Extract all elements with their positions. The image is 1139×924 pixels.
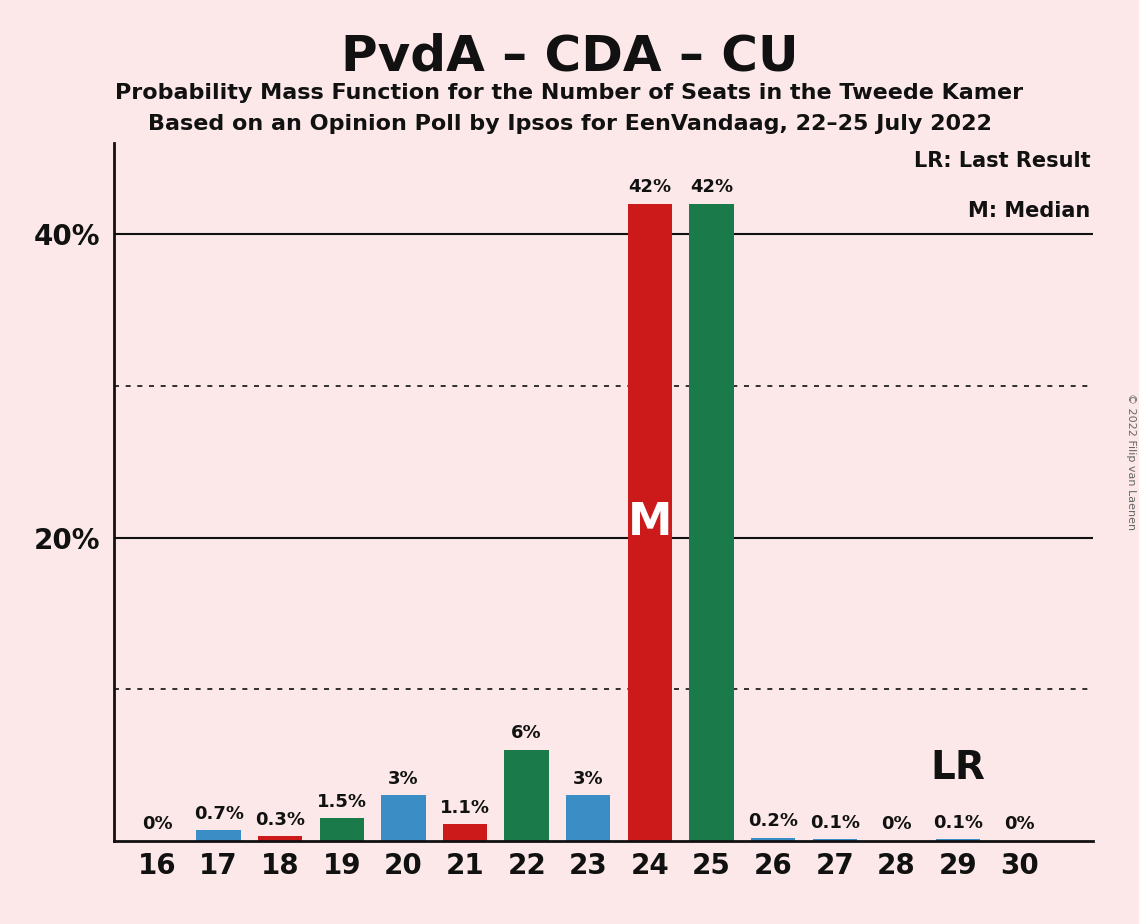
Bar xyxy=(566,796,611,841)
Text: 0.7%: 0.7% xyxy=(194,805,244,822)
Text: 0.3%: 0.3% xyxy=(255,810,305,829)
Text: Based on an Opinion Poll by Ipsos for EenVandaag, 22–25 July 2022: Based on an Opinion Poll by Ipsos for Ee… xyxy=(148,114,991,134)
Bar xyxy=(689,204,734,841)
Text: 0.2%: 0.2% xyxy=(748,812,798,831)
Bar xyxy=(443,824,487,841)
Bar xyxy=(751,838,795,841)
Bar xyxy=(936,839,980,841)
Text: LR: LR xyxy=(931,749,985,787)
Bar xyxy=(505,750,549,841)
Text: Probability Mass Function for the Number of Seats in the Tweede Kamer: Probability Mass Function for the Number… xyxy=(115,83,1024,103)
Text: 0.1%: 0.1% xyxy=(933,814,983,832)
Text: 42%: 42% xyxy=(629,178,671,196)
Text: 0.1%: 0.1% xyxy=(810,814,860,832)
Text: M: M xyxy=(628,501,672,544)
Text: 0%: 0% xyxy=(1005,815,1035,833)
Text: 42%: 42% xyxy=(690,178,734,196)
Bar xyxy=(628,204,672,841)
Text: © 2022 Filip van Laenen: © 2022 Filip van Laenen xyxy=(1126,394,1136,530)
Text: 1.5%: 1.5% xyxy=(317,793,367,810)
Text: 0%: 0% xyxy=(880,815,911,833)
Text: M: Median: M: Median xyxy=(968,201,1090,221)
Bar xyxy=(259,836,303,841)
Text: 1.1%: 1.1% xyxy=(440,798,490,817)
Text: 3%: 3% xyxy=(388,770,419,788)
Text: LR: Last Result: LR: Last Result xyxy=(913,151,1090,171)
Bar xyxy=(196,831,240,841)
Text: 6%: 6% xyxy=(511,724,542,742)
Bar xyxy=(382,796,426,841)
Text: 0%: 0% xyxy=(141,815,172,833)
Text: 3%: 3% xyxy=(573,770,604,788)
Bar xyxy=(812,839,857,841)
Text: PvdA – CDA – CU: PvdA – CDA – CU xyxy=(341,32,798,80)
Bar xyxy=(320,818,364,841)
